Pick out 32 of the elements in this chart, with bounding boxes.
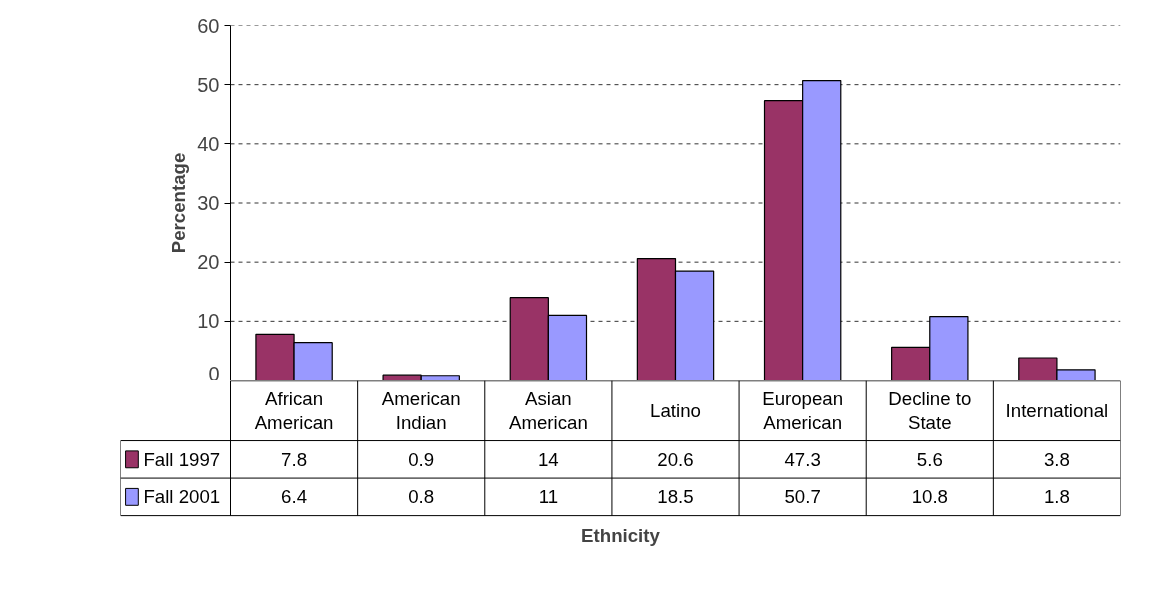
x-tick-label: Asian American [508,388,588,433]
x-tick-label: European American [762,388,844,433]
y-tick-label: 10 [197,310,220,333]
x-axis-title: Ethnicity [581,524,661,546]
data-label: 20.6 [657,448,694,470]
y-tick-label: 30 [197,192,220,214]
data-label: 1.8 [1043,486,1070,508]
data-label: 5.6 [916,448,943,470]
legend-label: Fall 1997 [143,448,221,470]
x-tick-label: Latino [650,400,701,422]
legend-label: Fall 2001 [143,486,221,508]
y-tick-label: 50 [197,73,220,96]
x-tick-label: American Indian [381,388,461,433]
data-label: 0.8 [408,486,435,508]
data-label: 50.7 [784,486,821,508]
data-label: 14 [537,448,559,470]
y-tick-label: 40 [197,132,220,155]
data-label: 6.4 [281,486,308,508]
data-label: 0.9 [408,448,435,470]
y-tick-label: 60 [197,14,220,37]
x-tick-label: Decline to State [888,388,972,433]
data-label: 18.5 [657,486,694,508]
data-label: 11 [538,486,559,508]
data-label: 47.3 [784,448,821,470]
y-axis-title: Percentage [168,152,190,254]
x-tick-label: International [1005,400,1109,422]
data-label: 10.8 [911,486,948,508]
data-label: 3.8 [1043,448,1070,470]
x-tick-label: African American [254,388,334,433]
data-label: 7.8 [281,448,308,470]
y-tick-label: 20 [197,251,220,274]
y-tick-label: 0 [208,362,220,385]
